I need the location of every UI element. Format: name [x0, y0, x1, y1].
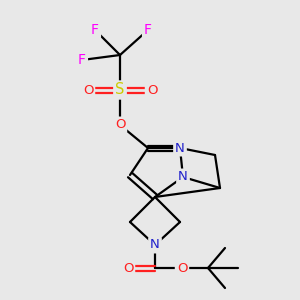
Text: S: S [115, 82, 125, 98]
Text: O: O [83, 83, 93, 97]
Text: O: O [123, 262, 133, 275]
Text: N: N [150, 238, 160, 251]
Text: O: O [115, 118, 125, 131]
Text: O: O [147, 83, 157, 97]
Text: F: F [78, 53, 86, 67]
Text: N: N [175, 142, 185, 154]
Text: F: F [144, 23, 152, 37]
Text: N: N [178, 170, 188, 184]
Text: O: O [177, 262, 187, 275]
Text: F: F [91, 23, 99, 37]
